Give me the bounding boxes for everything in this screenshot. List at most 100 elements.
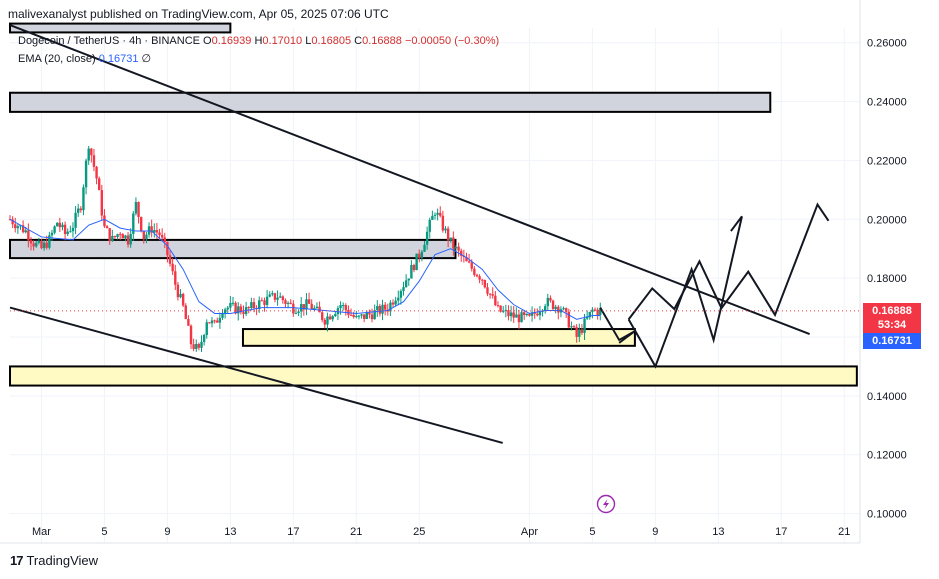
projection-path (627, 215, 743, 369)
candle-body (336, 308, 340, 315)
symbol-name[interactable]: Dogecoin / TetherUS · 4h · BINANCE (18, 35, 200, 47)
candle-body (179, 293, 182, 298)
candle-body (465, 257, 468, 262)
candle-body (420, 251, 424, 258)
candle-body (40, 241, 43, 249)
candle-body (444, 228, 447, 231)
candle-body (431, 215, 434, 220)
candle-body (454, 246, 458, 249)
candle-body (231, 302, 235, 304)
candle-body (415, 253, 418, 271)
candle-body (341, 305, 345, 307)
candle-body (50, 232, 54, 236)
candle-body (491, 294, 494, 296)
x-tick-label: 9 (164, 526, 170, 538)
candle-body (441, 215, 445, 231)
candle-body (509, 312, 513, 317)
resistance-zone (9, 91, 772, 113)
candle-body (378, 306, 382, 314)
candle-body (488, 293, 492, 295)
candle-body (315, 306, 319, 308)
candle-body (562, 308, 565, 310)
candle-body (365, 312, 368, 319)
candle-body (352, 314, 355, 317)
candle-body (24, 230, 27, 233)
candle-body (95, 166, 98, 179)
y-tick-label: 0.12000 (867, 450, 907, 462)
candle-body (362, 314, 366, 319)
candle-body (84, 160, 88, 188)
candle-body (381, 304, 384, 314)
candle-body (300, 304, 303, 312)
candle-body (391, 302, 395, 305)
candle-body (111, 235, 114, 241)
candle-body (208, 322, 211, 324)
candle-body (77, 208, 80, 213)
candle-body (158, 232, 161, 235)
candle-body (260, 300, 264, 302)
ema-legend[interactable]: EMA (20, close) 0.16731 ∅ (18, 52, 151, 65)
candle-body (229, 303, 232, 308)
x-tick-label: 5 (589, 526, 595, 538)
flash-icon[interactable] (596, 494, 616, 514)
open-label: O (203, 35, 212, 47)
candle-body (389, 302, 392, 312)
candle-body (69, 231, 72, 233)
candle-body (376, 306, 379, 311)
candle-body (116, 234, 119, 238)
candle-body (268, 294, 271, 297)
candle-body (575, 327, 578, 337)
projection-path (599, 307, 636, 344)
candle-body (439, 212, 442, 216)
candle-body (292, 303, 295, 314)
y-tick-label: 0.20000 (867, 214, 907, 226)
candle-body (42, 242, 46, 249)
candle-body (126, 235, 130, 245)
candle-body (174, 271, 177, 285)
trendlines-layer (9, 24, 860, 444)
candle-body (145, 234, 148, 240)
candle-body (394, 300, 397, 305)
candle-body (318, 306, 321, 313)
candle-body (538, 311, 542, 316)
tradingview-logo[interactable]: 17 TradingView (10, 553, 98, 568)
candle-body (29, 240, 33, 244)
candle-body (470, 262, 473, 269)
ema-label: EMA (20, close) (18, 53, 96, 65)
candle-body (202, 335, 206, 342)
x-tick-label: 13 (712, 526, 724, 538)
bar-countdown: 53:34 (877, 318, 907, 331)
candle-body (100, 190, 104, 216)
candle-body (216, 320, 219, 323)
candle-body (92, 155, 96, 167)
candle-body (486, 287, 489, 294)
candle-body (473, 268, 476, 275)
candle-body (326, 316, 329, 325)
candle-body (428, 219, 431, 232)
candle-body (289, 302, 292, 304)
candle-body (129, 233, 132, 245)
candle-body (218, 317, 222, 323)
candle-body (402, 287, 405, 291)
candle-body (499, 305, 502, 312)
candle-body (502, 310, 505, 312)
candle-body (87, 148, 90, 161)
candle-body (150, 226, 153, 233)
candle-body (265, 296, 269, 305)
candle-body (520, 312, 523, 323)
candle-body (564, 308, 568, 312)
candle-body (320, 312, 324, 320)
candle-body (210, 320, 214, 324)
candle-body (551, 300, 555, 310)
candle-body (82, 187, 85, 211)
candle-body (189, 325, 193, 345)
candle-body (279, 296, 282, 298)
x-tick-label: 21 (350, 526, 362, 538)
last-price-tag: 0.16888 53:34 (863, 302, 921, 333)
candle-body (74, 212, 77, 228)
candle-body (512, 312, 515, 318)
candle-body (160, 234, 164, 238)
candle-body (536, 313, 539, 316)
last-price-value: 0.16888 (872, 304, 912, 317)
